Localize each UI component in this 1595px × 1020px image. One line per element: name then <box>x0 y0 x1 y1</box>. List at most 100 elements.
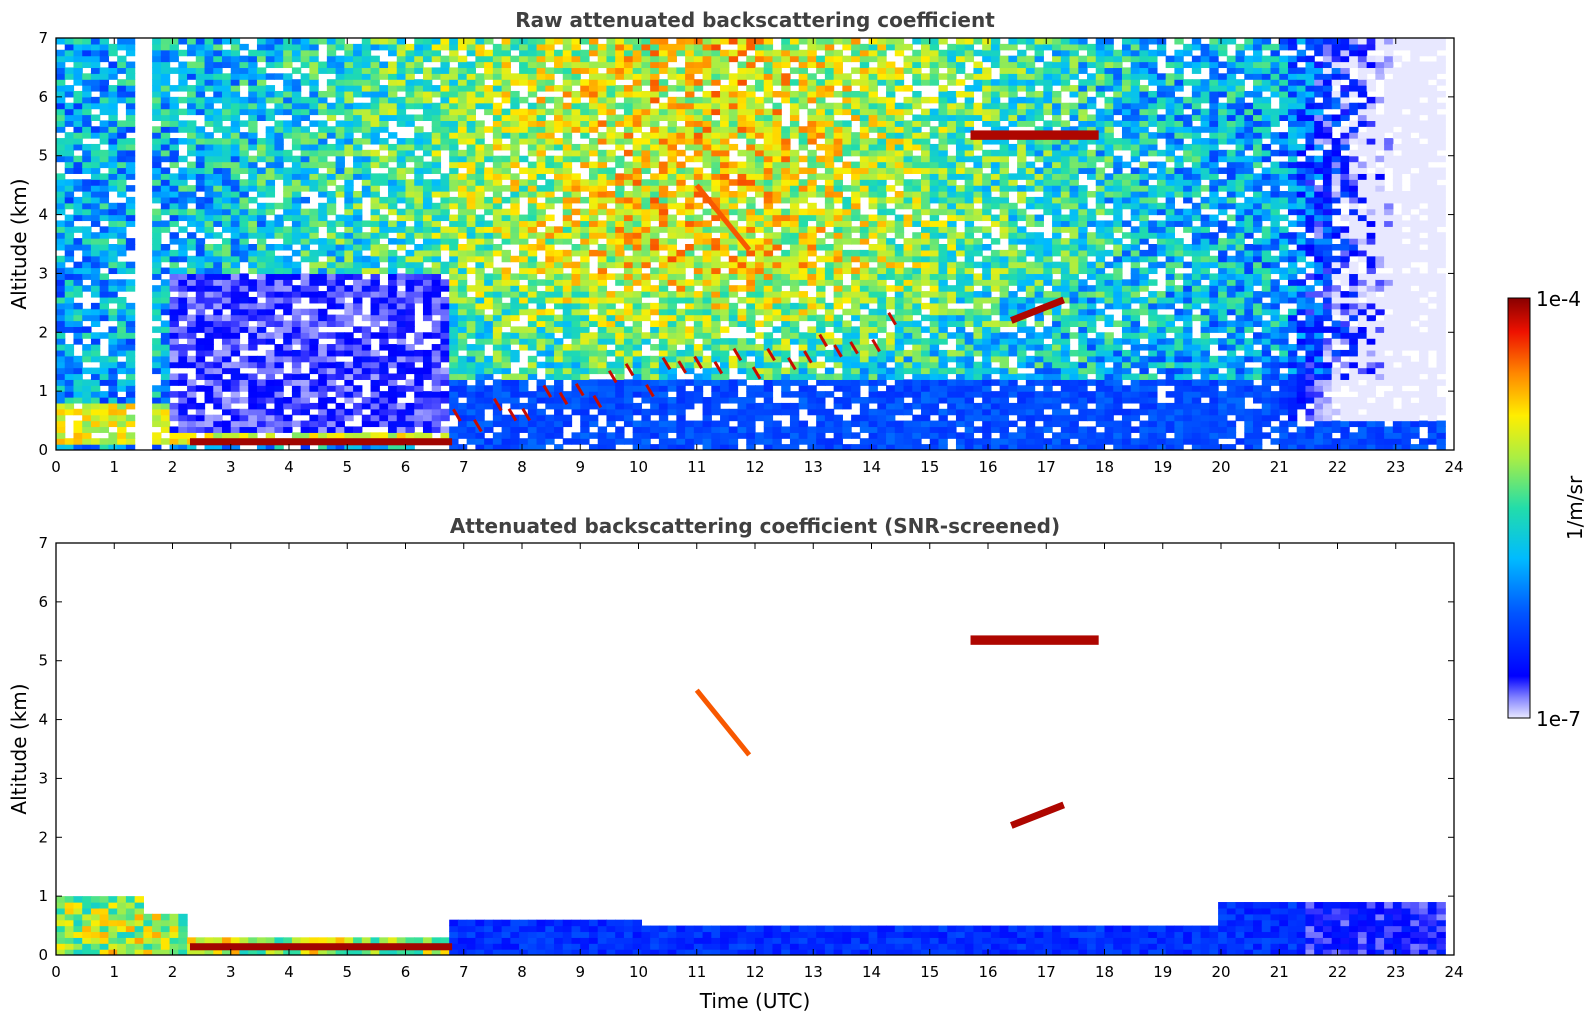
raw-heatmap-cell <box>728 73 739 80</box>
raw-heatmap-cell <box>125 238 136 245</box>
raw-heatmap-cell <box>99 155 110 163</box>
raw-heatmap-cell <box>300 291 310 298</box>
raw-heatmap-cell <box>580 108 590 116</box>
raw-heatmap-cell <box>632 120 643 127</box>
raw-heatmap-cell <box>90 426 101 433</box>
raw-heatmap-cell <box>650 238 660 245</box>
raw-heatmap-cell <box>160 132 171 139</box>
raw-heatmap-cell <box>781 273 791 280</box>
raw-heatmap-cell <box>597 402 608 410</box>
raw-heatmap-cell <box>440 367 450 375</box>
raw-heatmap-cell <box>108 179 118 186</box>
raw-heatmap-cell <box>344 167 354 174</box>
raw-heatmap-cell <box>82 273 92 280</box>
raw-heatmap-cell <box>117 326 127 333</box>
raw-heatmap-cell <box>676 385 686 392</box>
raw-heatmap-cell <box>291 402 302 410</box>
raw-heatmap-cell <box>475 279 485 286</box>
raw-heatmap-cell <box>204 173 214 180</box>
raw-heatmap-cell <box>388 96 398 104</box>
raw-panel: Raw attenuated backscattering coefficien… <box>7 8 1464 476</box>
raw-heatmap-cell <box>309 320 319 327</box>
raw-heatmap-cell <box>64 149 75 157</box>
raw-heatmap-cell <box>746 249 756 257</box>
raw-heatmap-cell <box>213 43 223 51</box>
raw-heatmap-cell <box>580 273 590 280</box>
raw-heatmap-cell <box>632 238 643 245</box>
raw-heatmap-cell <box>160 285 171 292</box>
raw-heatmap-cell <box>606 238 616 245</box>
raw-heatmap-cell <box>615 361 625 369</box>
raw-heatmap-cell <box>641 397 651 404</box>
raw-heatmap-cell <box>449 397 459 404</box>
raw-heatmap-cell <box>527 420 538 428</box>
raw-heatmap-cell <box>457 43 468 51</box>
raw-heatmap-cell <box>370 232 380 239</box>
raw-heatmap-cell <box>204 232 214 239</box>
raw-heatmap-cell <box>737 196 747 204</box>
raw-heatmap-cell <box>519 326 529 333</box>
raw-heatmap-cell <box>676 85 686 92</box>
raw-heatmap-cell <box>746 126 756 133</box>
raw-heatmap-cell <box>667 108 677 116</box>
raw-heatmap-cell <box>318 291 328 298</box>
raw-heatmap-cell <box>580 432 590 439</box>
raw-heatmap-cell <box>291 55 302 63</box>
raw-heatmap-cell <box>685 196 695 204</box>
raw-heatmap-cell <box>222 38 232 45</box>
raw-heatmap-cell <box>527 132 538 139</box>
raw-heatmap-cell <box>56 349 66 357</box>
raw-heatmap-cell <box>318 108 328 116</box>
raw-heatmap-cell <box>64 67 75 74</box>
raw-heatmap-cell <box>798 302 809 310</box>
raw-heatmap-cell <box>73 367 83 375</box>
raw-heatmap-cell <box>230 208 241 216</box>
raw-heatmap-cell <box>344 173 354 180</box>
raw-heatmap-cell <box>693 49 704 57</box>
raw-heatmap-cell <box>195 320 206 327</box>
raw-heatmap-cell <box>484 255 494 263</box>
raw-heatmap-cell <box>361 43 372 51</box>
raw-heatmap-cell <box>125 261 136 269</box>
raw-heatmap-cell <box>99 414 110 422</box>
raw-heatmap-cell <box>73 426 83 433</box>
raw-heatmap-cell <box>405 202 415 210</box>
raw-heatmap-cell <box>56 285 66 292</box>
raw-heatmap-cell <box>632 85 643 92</box>
raw-heatmap-cell <box>388 291 398 298</box>
raw-heatmap-cell <box>326 444 337 450</box>
raw-heatmap-cell <box>204 385 214 392</box>
raw-heatmap-cell <box>606 249 616 257</box>
raw-heatmap-cell <box>457 291 468 298</box>
raw-heatmap-cell <box>431 220 442 227</box>
raw-heatmap-cell <box>623 338 634 345</box>
raw-heatmap-cell <box>580 279 590 286</box>
raw-heatmap-cell <box>571 320 581 327</box>
raw-heatmap-cell <box>335 391 345 398</box>
raw-heatmap-cell <box>466 344 476 351</box>
raw-heatmap-cell <box>117 397 127 404</box>
raw-heatmap-cell <box>536 314 546 322</box>
raw-heatmap-cell <box>64 143 75 151</box>
raw-heatmap-cell <box>318 179 328 186</box>
raw-heatmap-cell <box>781 90 791 98</box>
raw-heatmap-cell <box>152 296 162 304</box>
raw-heatmap-cell <box>90 238 101 245</box>
raw-heatmap-cell <box>615 273 625 280</box>
raw-heatmap-cell <box>676 320 686 327</box>
raw-heatmap-cell <box>728 120 739 127</box>
raw-heatmap-cell <box>588 414 599 422</box>
raw-heatmap-cell <box>746 302 756 310</box>
raw-heatmap-cell <box>361 185 372 192</box>
raw-heatmap-cell <box>230 426 241 433</box>
raw-heatmap-cell <box>728 397 739 404</box>
raw-heatmap-cell <box>623 391 634 398</box>
raw-heatmap-cell <box>117 338 127 345</box>
raw-heatmap-cell <box>781 96 791 104</box>
raw-heatmap-cell <box>711 314 721 322</box>
raw-heatmap-cell <box>632 214 643 222</box>
raw-heatmap-cell <box>466 285 476 292</box>
raw-heatmap-cell <box>571 296 581 304</box>
raw-heatmap-cell <box>187 397 197 404</box>
raw-heatmap-cell <box>667 314 677 322</box>
